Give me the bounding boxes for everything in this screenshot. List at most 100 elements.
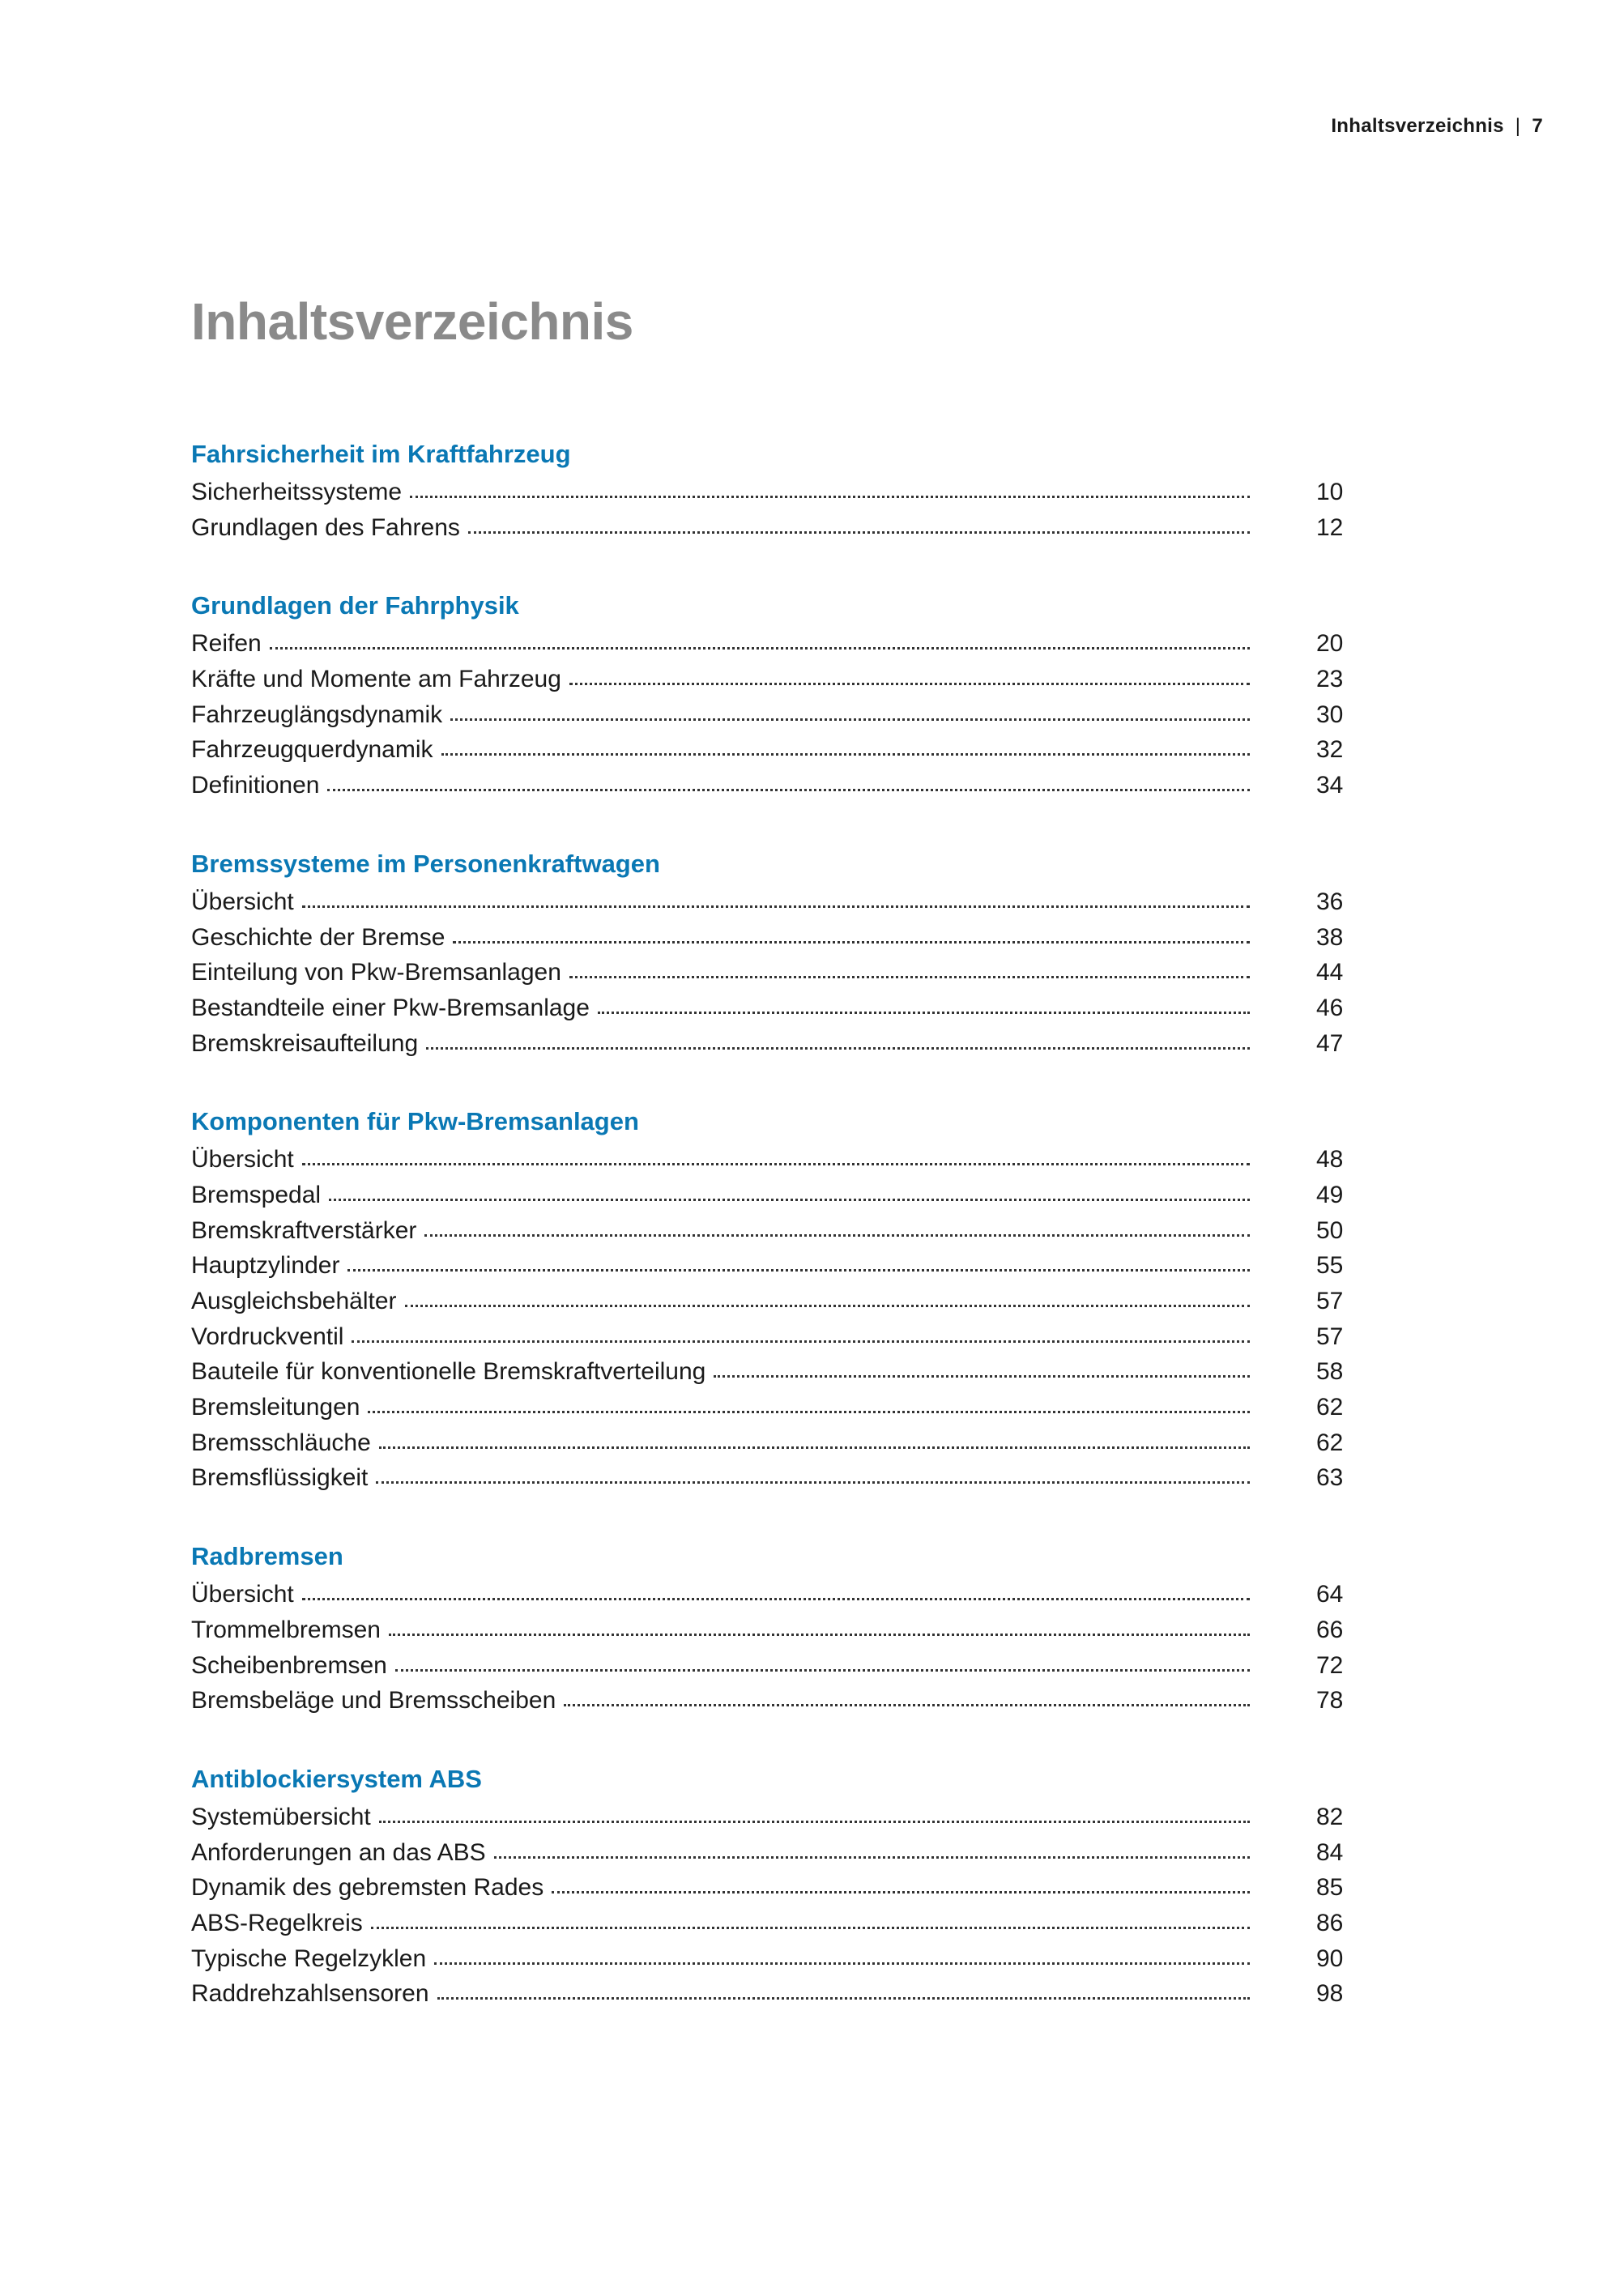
entry-label-with-leader: Trommelbremsen (191, 1612, 1258, 1648)
toc-entry[interactable]: Geschichte der Bremse 38 (191, 920, 1343, 956)
toc-entry[interactable]: Bremsleitungen 62 (191, 1390, 1344, 1425)
entry-page-number: 62 (1316, 1394, 1344, 1421)
toc-entry[interactable]: Bremskreisaufteilung 47 (191, 1026, 1343, 1062)
entry-label: Fahrzeuglängsdynamik (191, 701, 443, 728)
entry-label: Systemübersicht (191, 1803, 371, 1830)
toc-entry[interactable]: ABS-Regelkreis 86 (191, 1906, 1343, 1941)
toc-section: Bremssysteme im Personenkraftwagen Übersi… (191, 844, 1344, 1062)
entry-label-with-leader: Hauptzylinder (191, 1248, 1258, 1284)
section-heading: Fahrsicherheit im Kraftfahrzeug (191, 440, 571, 468)
section-heading: Grundlagen der Fahrphysik (191, 591, 519, 620)
entry-label: ABS-Regelkreis (191, 1909, 363, 1936)
entry-label: Definitionen (191, 772, 320, 799)
entry-page-number: 20 (1316, 630, 1344, 658)
toc-entry[interactable]: Übersicht 48 (191, 1142, 1344, 1178)
entry-page-number: 30 (1316, 701, 1344, 728)
dot-leader (453, 940, 1250, 944)
entry-page-number: 48 (1316, 1146, 1344, 1174)
entry-label: Bremspedal (191, 1181, 322, 1208)
entry-label-with-leader: Sicherheitssysteme (191, 475, 1258, 510)
entry-label: Bremskraftverstärker (191, 1216, 417, 1244)
toc-entry[interactable]: Definitionen 34 (191, 768, 1343, 803)
entry-page-number: 44 (1316, 959, 1344, 986)
dot-leader (426, 1046, 1250, 1050)
dot-leader (352, 1340, 1250, 1343)
dot-leader (378, 1820, 1250, 1823)
dot-leader (370, 1926, 1250, 1929)
toc-entry[interactable]: Hauptzylinder 55 (191, 1248, 1344, 1284)
entry-page-number: 58 (1316, 1358, 1344, 1386)
toc-section: Komponenten für Pkw-Bremsanlagen Übersich… (191, 1101, 1344, 1496)
toc-entry[interactable]: Vordruckventil 57 (191, 1319, 1344, 1355)
entry-label-with-leader: Bauteile für konventionelle Bremskraftve… (191, 1354, 1258, 1390)
entry-label-with-leader: Bremspedal (191, 1178, 1258, 1213)
entry-label-with-leader: Systemübersicht (191, 1800, 1258, 1835)
toc-entry[interactable]: Systemübersicht 82 (191, 1800, 1343, 1835)
entry-label: Hauptzylinder (191, 1252, 340, 1280)
toc-entry[interactable]: Bestandteile einer Pkw-Bremsanlage 46 (191, 990, 1343, 1026)
entry-label-with-leader: Typische Regelzyklen (191, 1941, 1258, 1977)
entry-label-with-leader: Fahrzeugquerdynamik (191, 732, 1258, 768)
dot-leader (327, 789, 1250, 792)
toc-entry[interactable]: Bremspedal 49 (191, 1178, 1343, 1213)
toc-entry[interactable]: Grundlagen des Fahrens 12 (191, 510, 1343, 546)
toc-entry[interactable]: Bremsbeläge und Bremsscheiben 78 (191, 1683, 1344, 1719)
toc-entry[interactable]: Reifen 20 (191, 626, 1344, 662)
section-heading: Komponenten für Pkw-Bremsanlagen (191, 1107, 639, 1136)
toc-entry[interactable]: Übersicht 36 (191, 884, 1343, 920)
toc-entry[interactable]: Raddrehzahlsensoren 98 (191, 1976, 1343, 2012)
toc-entry[interactable]: Einteilung von Pkw-Bremsanlagen 44 (191, 955, 1344, 990)
toc-entry[interactable]: Typische Regelzyklen 90 (191, 1941, 1343, 1977)
entry-page-number: 66 (1316, 1616, 1344, 1643)
toc-entry[interactable]: Bremsflüssigkeit 63 (191, 1460, 1343, 1496)
entry-page-number: 78 (1316, 1687, 1344, 1715)
running-head-page-number: 7 (1532, 115, 1543, 137)
dot-leader (569, 976, 1250, 979)
toc-entry[interactable]: Ausgleichsbehälter 57 (191, 1284, 1343, 1319)
dot-leader (388, 1633, 1250, 1636)
toc-entry[interactable]: Bremskraftverstärker 50 (191, 1213, 1344, 1249)
entry-label-with-leader: Ausgleichsbehälter (191, 1284, 1258, 1319)
entry-page-number: 55 (1316, 1252, 1344, 1280)
toc-entry[interactable]: Dynamik des gebremsten Rades 85 (191, 1870, 1343, 1906)
entry-label-with-leader: Bremsbeläge und Bremsscheiben (191, 1683, 1258, 1719)
toc-entry[interactable]: Bauteile für konventionelle Bremskraftve… (191, 1354, 1344, 1390)
dot-leader (493, 1855, 1250, 1859)
entry-label: Bremskreisaufteilung (191, 1029, 419, 1057)
entry-page-number: 50 (1316, 1216, 1344, 1244)
toc-entry[interactable]: Sicherheitssysteme 10 (191, 475, 1344, 510)
entry-label: Bremsleitungen (191, 1394, 360, 1421)
toc-entry[interactable]: Bremsschläuche 62 (191, 1425, 1343, 1461)
toc-entry[interactable]: Übersicht 64 (191, 1577, 1343, 1612)
entry-label: Bremsbeläge und Bremsscheiben (191, 1687, 556, 1715)
entry-label: Reifen (191, 630, 262, 658)
entry-page-number: 10 (1316, 479, 1344, 505)
dot-leader (368, 1411, 1250, 1414)
running-head-section: Inhaltsverzeichnis (1331, 115, 1504, 137)
entry-label: Bremsflüssigkeit (191, 1464, 369, 1492)
toc-entry[interactable]: Kräfte und Momente am Fahrzeug 23 (191, 662, 1343, 697)
entry-label-with-leader: Übersicht (191, 1577, 1258, 1612)
toc-entry[interactable]: Anforderungen an das ABS 84 (191, 1835, 1344, 1871)
entry-label-with-leader: Bestandteile einer Pkw-Bremsanlage (191, 990, 1258, 1026)
entry-label: Anforderungen an das ABS (191, 1838, 486, 1866)
section-heading: Bremssysteme im Personenkraftwagen (191, 849, 660, 878)
entry-label-with-leader: Kräfte und Momente am Fahrzeug (191, 662, 1258, 697)
toc-entry[interactable]: Trommelbremsen 66 (191, 1612, 1344, 1648)
entry-label-with-leader: Raddrehzahlsensoren (191, 1976, 1258, 2012)
toc-section: Antiblockiersystem ABS Systemübersicht 82 A… (191, 1759, 1344, 2012)
entry-label-with-leader: Dynamik des gebremsten Rades (191, 1870, 1258, 1906)
entry-page-number: 84 (1316, 1838, 1344, 1866)
entry-label-with-leader: Bremskreisaufteilung (191, 1026, 1258, 1062)
entry-page-number: 57 (1316, 1323, 1344, 1350)
entry-label-with-leader: Scheibenbremsen (191, 1648, 1258, 1684)
entry-label-with-leader: Bremsschläuche (191, 1425, 1258, 1461)
entry-label: Vordruckventil (191, 1323, 344, 1350)
entry-label: Sicherheitssysteme (191, 479, 403, 505)
entry-page-number: 32 (1316, 736, 1344, 764)
toc-entry[interactable]: Fahrzeuglängsdynamik 30 (191, 697, 1344, 733)
toc-entry[interactable]: Scheibenbremsen 72 (191, 1648, 1343, 1684)
dot-leader (434, 1962, 1250, 1965)
dot-leader (269, 647, 1250, 650)
toc-entry[interactable]: Fahrzeugquerdynamik 32 (191, 732, 1344, 768)
